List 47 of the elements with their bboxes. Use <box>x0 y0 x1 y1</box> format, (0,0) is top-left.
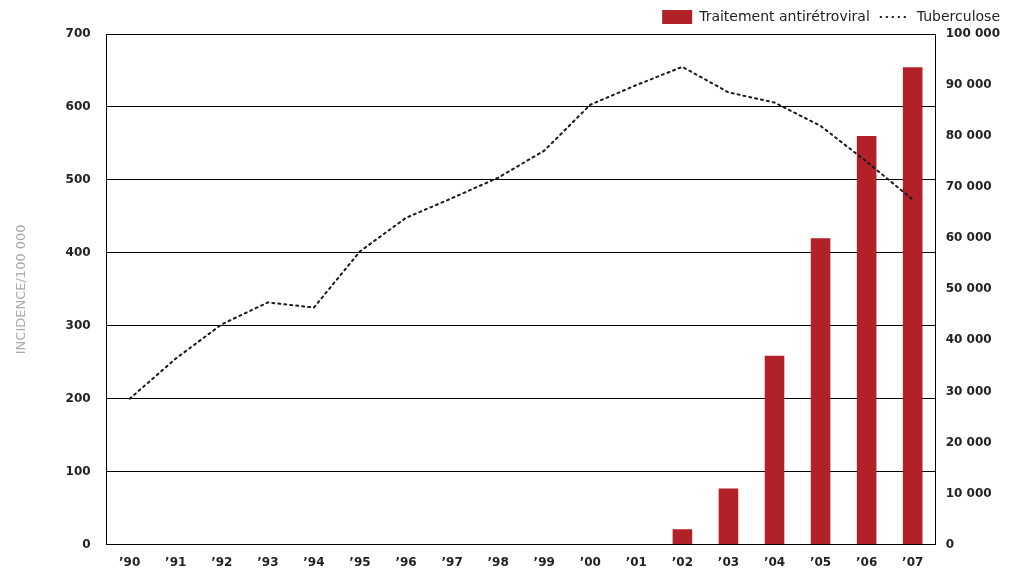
y-tick-label: 0 <box>82 536 91 551</box>
bar <box>718 488 739 545</box>
legend-label: Tuberculose <box>915 7 1001 24</box>
x-tick-label: ’04 <box>763 554 786 569</box>
x-tick-label: ’07 <box>902 554 924 569</box>
y2-tick-label: 40 000 <box>945 332 992 347</box>
y-axis-title: INCIDENCE/100 000 <box>13 224 29 355</box>
y2-tick-label: 70 000 <box>945 179 992 194</box>
x-tick-label: ’96 <box>395 554 417 569</box>
y2-tick-label: 50 000 <box>945 281 992 296</box>
y-tick-label: 400 <box>65 244 91 259</box>
y2-tick-label: 80 000 <box>945 128 992 143</box>
x-tick-label: ’93 <box>257 554 279 569</box>
x-tick-label: ’06 <box>856 554 878 569</box>
bar <box>672 529 693 545</box>
x-tick-label: ’90 <box>119 554 141 569</box>
bar <box>902 67 923 545</box>
bar <box>856 136 877 545</box>
x-tick-label: ’95 <box>349 554 371 569</box>
y2-tick-label: 20 000 <box>945 434 992 449</box>
x-tick-label: ’94 <box>303 554 325 569</box>
legend-label: Traitement antirétroviral <box>698 7 870 24</box>
bar <box>810 238 831 545</box>
x-tick-label: ’91 <box>165 554 187 569</box>
x-tick-label: ’97 <box>441 554 463 569</box>
x-tick-label: ’00 <box>579 554 601 569</box>
x-tick-label: ’02 <box>671 554 694 569</box>
x-tick-label: ’99 <box>533 554 555 569</box>
y-tick-label: 500 <box>65 172 91 187</box>
y2-tick-label: 60 000 <box>945 230 992 245</box>
y2-tick-label: 100 000 <box>945 26 1001 41</box>
x-tick-label: ’01 <box>625 554 647 569</box>
x-tick-label: ’98 <box>487 554 509 569</box>
x-tick-label: ’05 <box>809 554 832 569</box>
y-tick-label: 100 <box>65 463 91 478</box>
line-series <box>128 65 914 400</box>
y-tick-label: 200 <box>65 390 91 405</box>
x-tick-label: ’92 <box>211 554 233 569</box>
y-tick-label: 300 <box>65 317 91 332</box>
y2-tick-label: 10 000 <box>945 485 992 500</box>
y-tick-label: 700 <box>65 26 91 41</box>
y2-tick-label: 90 000 <box>945 77 992 92</box>
y2-tick-label: 30 000 <box>945 383 992 398</box>
y-tick-label: 600 <box>65 99 91 114</box>
x-tick-label: ’03 <box>717 554 740 569</box>
bar <box>764 355 785 545</box>
y2-tick-label: 0 <box>945 536 955 551</box>
